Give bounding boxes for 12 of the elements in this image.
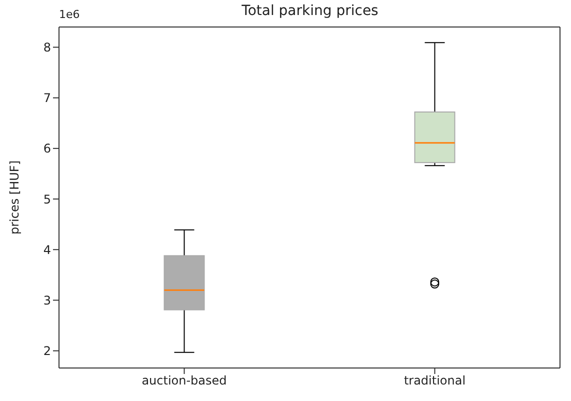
- y-axis-title: prices [HUF]: [7, 160, 22, 235]
- chart-title: Total parking prices: [242, 3, 378, 19]
- y-tick-label: 4: [43, 242, 51, 257]
- y-tick-label: 6: [43, 142, 51, 156]
- y-tick-label: 8: [43, 40, 51, 54]
- x-tick-label: traditional: [404, 374, 466, 388]
- y-tick-label: 7: [43, 91, 51, 106]
- x-tick-label: auction-based: [142, 374, 227, 388]
- y-tick-label: 5: [43, 192, 51, 206]
- text: 1e6: [59, 8, 80, 21]
- y-tick-label: 2: [43, 344, 51, 358]
- y-tick-label: 3: [43, 293, 51, 308]
